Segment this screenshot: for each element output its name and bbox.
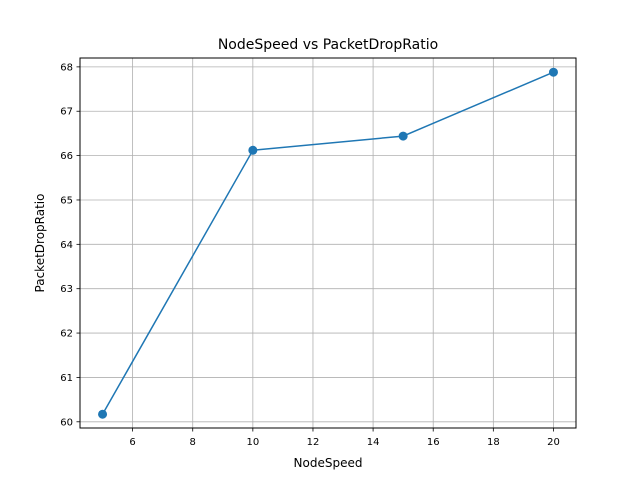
y-tick-label: 65 <box>60 195 73 206</box>
x-tick-label: 12 <box>307 437 320 448</box>
y-axis-label: PacketDropRatio <box>33 194 47 293</box>
x-tick-label: 8 <box>190 437 196 448</box>
x-tick-label: 14 <box>367 437 380 448</box>
data-point <box>548 67 558 77</box>
y-tick-label: 67 <box>60 107 73 118</box>
y-axis-ticks: 60 61 62 63 64 65 66 67 68 <box>60 62 80 428</box>
x-tick-label: 20 <box>547 437 560 448</box>
data-point <box>248 145 258 155</box>
y-tick-label: 63 <box>60 284 73 295</box>
chart-title: NodeSpeed vs PacketDropRatio <box>218 37 438 53</box>
x-tick-label: 16 <box>427 437 440 448</box>
x-tick-label: 18 <box>487 437 500 448</box>
data-point <box>398 131 408 141</box>
y-tick-label: 60 <box>60 417 73 428</box>
y-tick-label: 66 <box>60 151 73 162</box>
y-tick-label: 61 <box>60 373 73 384</box>
x-axis-label: NodeSpeed <box>294 456 363 470</box>
grid-lines <box>80 58 576 428</box>
x-tick-label: 10 <box>246 437 259 448</box>
series-layer <box>98 67 558 419</box>
y-tick-label: 62 <box>60 329 73 340</box>
plot-frame <box>79 57 577 429</box>
series-line <box>101 71 554 415</box>
x-tick-label: 6 <box>129 437 135 448</box>
y-tick-label: 68 <box>60 62 73 73</box>
data-point <box>98 409 108 419</box>
x-axis-ticks: 6 8 10 12 14 16 18 20 <box>129 428 560 448</box>
y-tick-label: 64 <box>60 240 73 251</box>
